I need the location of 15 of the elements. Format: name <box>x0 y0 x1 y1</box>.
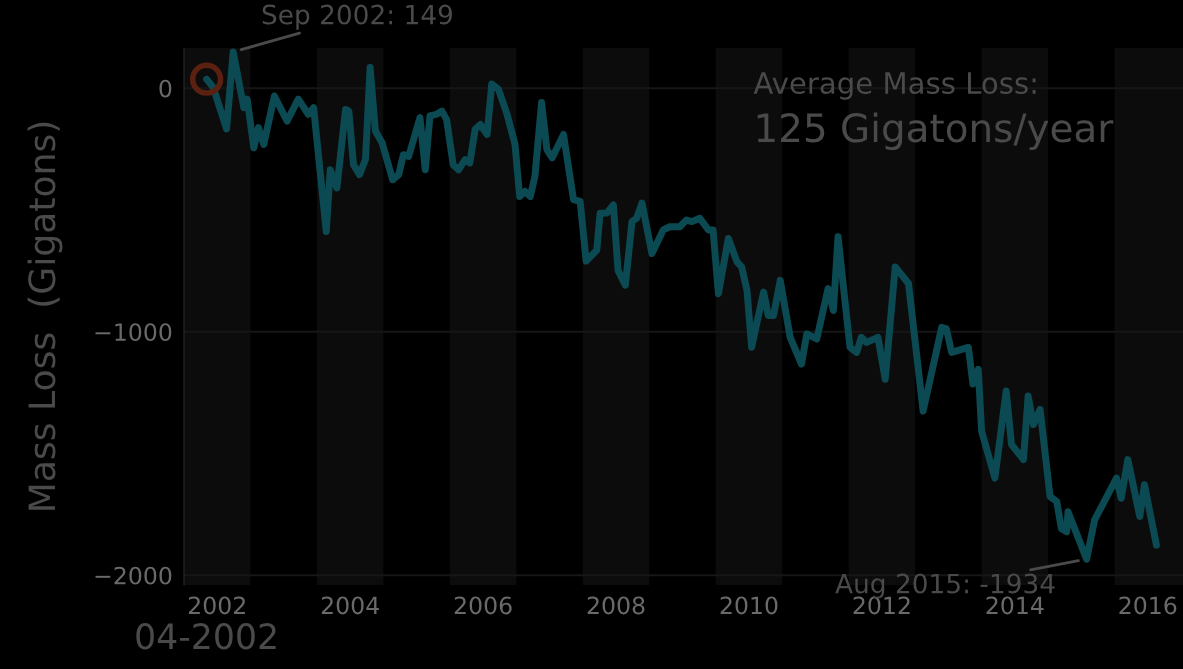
x-tick-label: 2014 <box>986 596 1044 615</box>
x-tick-label: 2008 <box>587 596 645 615</box>
y-tick-label: −1000 <box>95 323 172 342</box>
text: 04-2002 <box>136 623 276 650</box>
annotation: Sep 2002: 149 <box>262 4 453 30</box>
y-tick-label: 0 <box>159 79 172 98</box>
y-axis-title: Mass Loss (Gigatons) <box>27 122 63 510</box>
x-tick-label: 2016 <box>1119 596 1177 615</box>
annotation: 125 Gigatons/year <box>757 112 1114 151</box>
x-tick-label: 2004 <box>321 596 379 615</box>
x-tick-label: 2002 <box>188 596 245 615</box>
x-tick-label: 2010 <box>720 596 778 615</box>
x-tick-label: 2006 <box>454 596 512 615</box>
annotation: Average Mass Loss: <box>753 72 1036 100</box>
y-tick-label: −2000 <box>95 566 172 585</box>
